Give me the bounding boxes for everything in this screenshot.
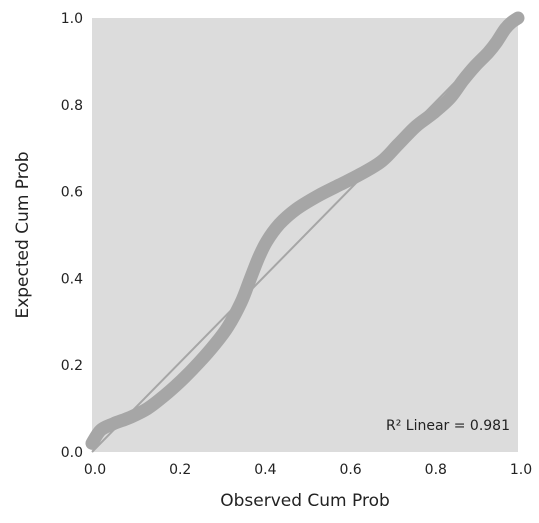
x-tick-label: 0.2 <box>169 462 191 478</box>
x-axis-title: Observed Cum Prob <box>220 491 390 511</box>
r-squared-annotation: R² Linear = 0.981 <box>386 418 510 434</box>
x-tick-label: 0.4 <box>254 462 276 478</box>
y-tick-label: 0.8 <box>61 98 83 114</box>
x-tick-label: 0.8 <box>425 462 447 478</box>
y-tick-label: 0.6 <box>61 185 83 201</box>
y-axis-title: Expected Cum Prob <box>13 151 33 318</box>
y-tick-label: 1.0 <box>61 11 83 27</box>
y-tick-label: 0.0 <box>61 445 83 461</box>
y-tick-label: 0.4 <box>61 271 83 287</box>
series-line <box>85 11 525 450</box>
x-tick-label: 0.0 <box>84 462 106 478</box>
x-tick-label: 0.6 <box>339 462 361 478</box>
x-tick-label: 1.0 <box>510 462 532 478</box>
y-tick-label: 0.2 <box>61 358 83 374</box>
reference-diagonal-line <box>91 17 519 453</box>
